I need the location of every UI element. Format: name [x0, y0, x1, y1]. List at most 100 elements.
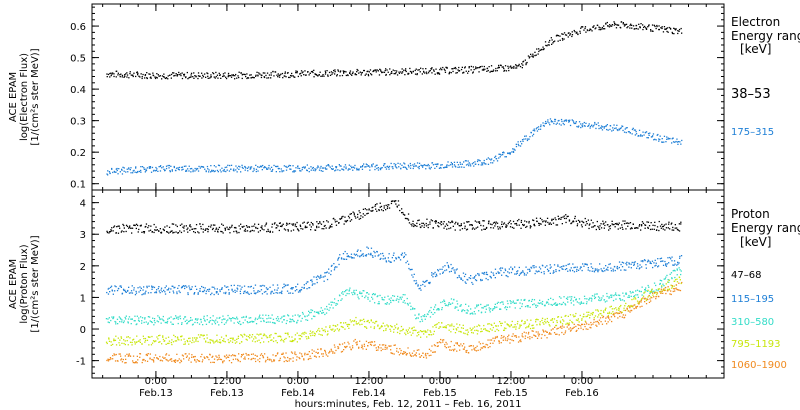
data-point — [428, 72, 429, 73]
data-point — [390, 331, 391, 332]
data-point — [136, 291, 137, 292]
data-point — [244, 291, 245, 292]
data-point — [406, 71, 407, 72]
data-point — [489, 307, 490, 308]
data-point — [133, 289, 134, 290]
data-point — [563, 296, 564, 297]
data-point — [319, 356, 320, 357]
data-point — [481, 312, 482, 313]
data-point — [122, 76, 123, 77]
data-point — [484, 66, 485, 67]
data-point — [433, 227, 434, 228]
data-point — [175, 359, 176, 360]
data-point — [208, 359, 209, 360]
data-point — [660, 283, 661, 284]
data-point — [635, 261, 636, 262]
data-point — [197, 359, 198, 360]
data-point — [672, 33, 673, 34]
data-point — [594, 295, 595, 296]
data-point — [257, 228, 258, 229]
data-point — [620, 305, 621, 306]
data-point — [674, 270, 675, 271]
data-point — [404, 74, 405, 75]
data-point — [194, 292, 195, 293]
data-point — [224, 285, 225, 286]
data-point — [536, 319, 537, 320]
data-point — [368, 213, 369, 214]
data-point — [443, 223, 444, 224]
data-point — [668, 262, 669, 263]
data-point — [126, 292, 127, 293]
data-point — [313, 76, 314, 77]
data-point — [522, 141, 523, 142]
data-point — [137, 74, 138, 75]
data-point — [331, 304, 332, 305]
data-point — [255, 337, 256, 338]
data-point — [566, 268, 567, 269]
data-point — [195, 319, 196, 320]
data-point — [297, 341, 298, 342]
data-point — [304, 353, 305, 354]
data-point — [185, 285, 186, 286]
data-point — [413, 330, 414, 331]
data-point — [344, 223, 345, 224]
data-point — [106, 342, 107, 343]
data-point — [181, 335, 182, 336]
data-point — [519, 64, 520, 65]
data-point — [351, 292, 352, 293]
data-point — [193, 341, 194, 342]
data-point — [366, 254, 367, 255]
data-point — [117, 323, 118, 324]
data-point — [179, 230, 180, 231]
data-point — [257, 356, 258, 357]
data-point — [622, 266, 623, 267]
data-point — [590, 127, 591, 128]
data-point — [553, 223, 554, 224]
data-point — [125, 171, 126, 172]
data-point — [144, 293, 145, 294]
data-point — [677, 30, 678, 31]
data-point — [574, 271, 575, 272]
data-point — [631, 296, 632, 297]
data-point — [174, 167, 175, 168]
data-point — [468, 165, 469, 166]
data-point — [513, 221, 514, 222]
data-point — [367, 299, 368, 300]
data-point — [491, 272, 492, 273]
data-point — [526, 226, 527, 227]
data-point — [453, 329, 454, 330]
data-point — [175, 231, 176, 232]
data-point — [124, 167, 125, 168]
data-point — [154, 287, 155, 288]
data-point — [301, 75, 302, 76]
data-point — [439, 69, 440, 70]
data-point — [194, 75, 195, 76]
data-point — [209, 339, 210, 340]
data-point — [628, 267, 629, 268]
data-point — [314, 316, 315, 317]
data-point — [635, 130, 636, 131]
data-point — [419, 166, 420, 167]
data-point — [508, 70, 509, 71]
data-point — [550, 273, 551, 274]
data-point — [229, 294, 230, 295]
data-point — [475, 307, 476, 308]
data-point — [565, 324, 566, 325]
data-point — [234, 340, 235, 341]
data-point — [224, 356, 225, 357]
data-point — [495, 331, 496, 332]
data-point — [256, 323, 257, 324]
data-point — [367, 164, 368, 165]
data-point — [603, 268, 604, 269]
data-point — [488, 157, 489, 158]
data-point — [221, 168, 222, 169]
data-point — [673, 230, 674, 231]
data-point — [581, 224, 582, 225]
data-point — [240, 293, 241, 294]
data-point — [264, 77, 265, 78]
data-point — [167, 343, 168, 344]
data-point — [548, 270, 549, 271]
data-point — [310, 73, 311, 74]
data-point — [145, 74, 146, 75]
data-point — [481, 229, 482, 230]
